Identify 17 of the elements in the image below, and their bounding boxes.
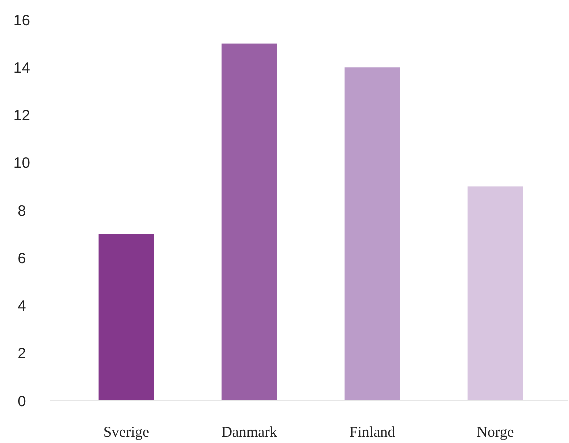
- y-tick-label: 0: [18, 393, 26, 410]
- y-tick-label: 4: [18, 298, 26, 315]
- x-tick-label: Norge: [476, 425, 514, 441]
- bar: [344, 68, 400, 401]
- y-tick-label: 8: [18, 202, 26, 220]
- y-tick-label: 10: [14, 155, 30, 172]
- y-tick-label: 16: [14, 12, 30, 30]
- y-tick-label: 12: [14, 108, 30, 124]
- y-tick-label: 2: [18, 346, 26, 363]
- y-tick-label: 6: [18, 250, 26, 268]
- x-tick-label: Sverige: [104, 425, 150, 441]
- bar: [222, 44, 278, 401]
- x-tick-label: Danmark: [222, 425, 278, 441]
- bar: [98, 234, 154, 401]
- x-tick-label: Finland: [350, 425, 396, 441]
- y-tick-label: 14: [14, 60, 30, 77]
- bar: [468, 186, 524, 401]
